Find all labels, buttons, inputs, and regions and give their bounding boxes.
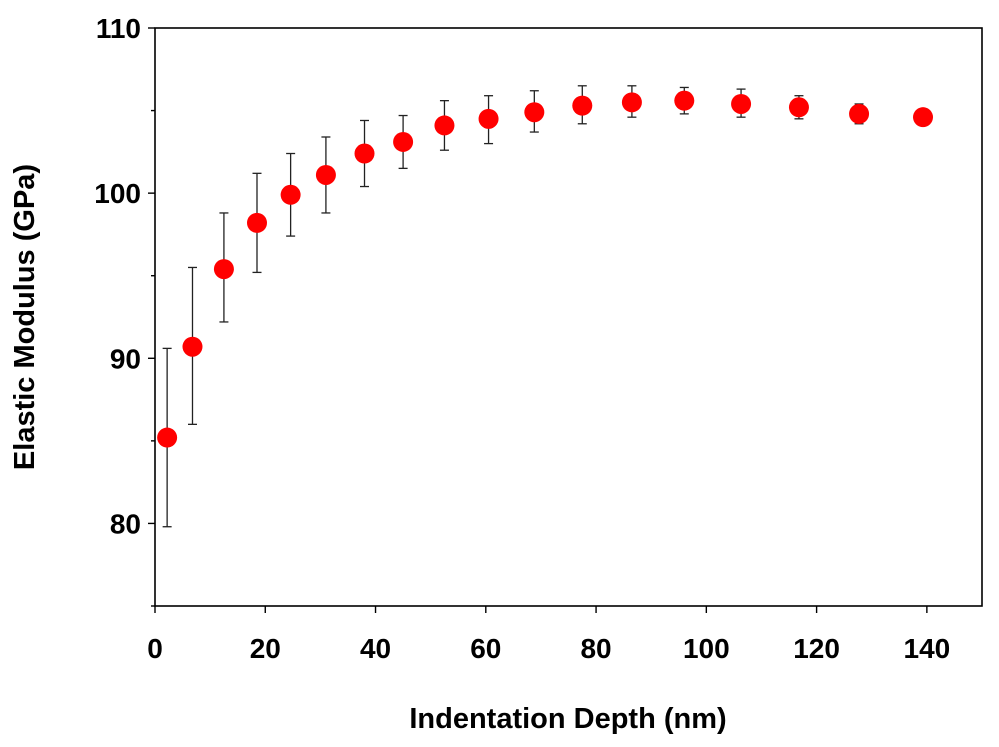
y-tick-label: 90 <box>110 343 141 374</box>
x-tick-label: 140 <box>904 633 951 664</box>
data-point <box>572 95 593 116</box>
data-point <box>478 108 499 129</box>
y-axis-title: Elastic Modulus (GPa) <box>9 164 41 470</box>
axis-ticks <box>148 27 928 613</box>
data-point <box>731 93 752 114</box>
data-points <box>157 90 934 448</box>
plot-frame <box>154 27 983 607</box>
error-bars <box>162 85 928 528</box>
x-tick-label: 0 <box>147 633 163 664</box>
data-point <box>157 427 178 448</box>
data-point <box>246 212 267 233</box>
data-point <box>524 102 545 123</box>
x-tick-labels: 0 20 40 60 80 100 120 140 <box>147 633 950 664</box>
x-tick-label: 60 <box>470 633 501 664</box>
data-point <box>280 184 301 205</box>
y-tick-label: 110 <box>96 13 141 44</box>
data-point <box>213 259 234 280</box>
x-tick-label: 100 <box>683 633 730 664</box>
data-point <box>849 103 870 124</box>
y-tick-label: 100 <box>94 178 141 209</box>
x-tick-label: 120 <box>793 633 840 664</box>
data-point <box>315 164 336 185</box>
x-axis-title: Indentation Depth (nm) <box>409 703 726 735</box>
y-tick-labels: 80 90 100 110 <box>94 13 141 539</box>
data-point <box>434 115 455 136</box>
data-point <box>621 92 642 113</box>
x-tick-label: 20 <box>250 633 281 664</box>
data-point <box>354 143 375 164</box>
data-point <box>674 90 695 111</box>
y-tick-label: 80 <box>110 508 141 539</box>
data-point <box>913 107 934 128</box>
data-point <box>182 336 203 357</box>
x-tick-label: 40 <box>360 633 391 664</box>
data-point <box>393 131 414 152</box>
data-point <box>788 97 809 118</box>
x-tick-label: 80 <box>580 633 611 664</box>
